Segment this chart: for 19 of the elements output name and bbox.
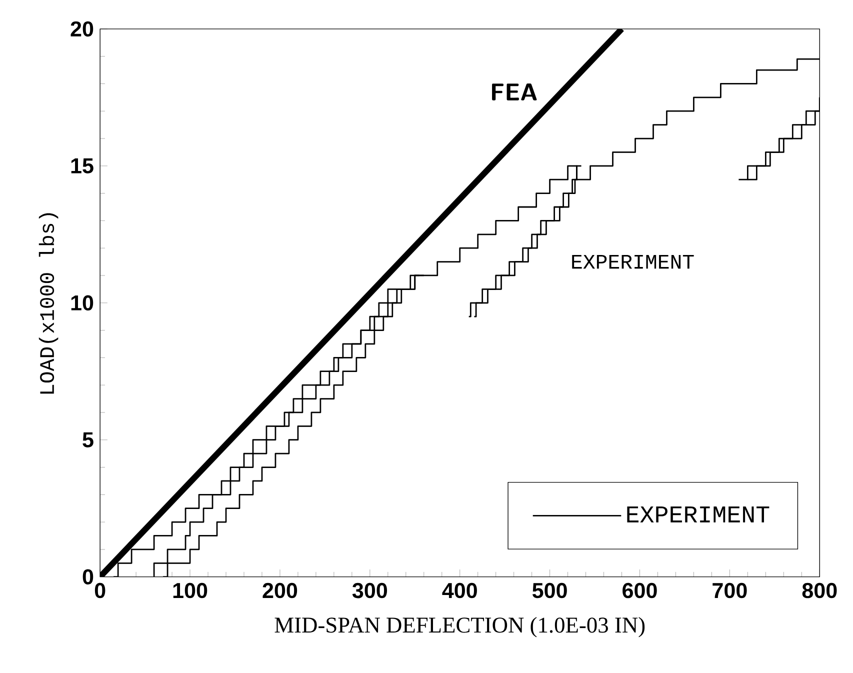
x-tick-label: 400 [442,582,477,598]
legend-label: EXPERIMENT [627,506,770,522]
x-tick-label: 700 [712,582,747,598]
x-tick-label: 800 [802,582,837,598]
x-tick-label: 100 [173,582,208,598]
y-axis-title: LOAD(x1000 lbs) [38,213,58,394]
x-tick-label: 600 [622,582,657,598]
y-tick-label: 10 [71,295,94,311]
y-tick-label: 5 [82,432,94,448]
y-tick-label: 20 [70,21,94,37]
x-axis-title: MID-SPAN DEFLECTION (1.0E-03 IN) [274,616,645,638]
x-tick-label: 300 [352,582,388,598]
y-tick-label: 0 [82,569,94,584]
x-tick-label: 0 [94,582,106,598]
y-tick-label: 15 [71,158,94,174]
x-tick-label: 200 [262,582,298,598]
annotation: EXPERIMENT [572,254,694,269]
annotation: FEA [492,84,537,100]
x-tick-label: 500 [532,582,567,598]
